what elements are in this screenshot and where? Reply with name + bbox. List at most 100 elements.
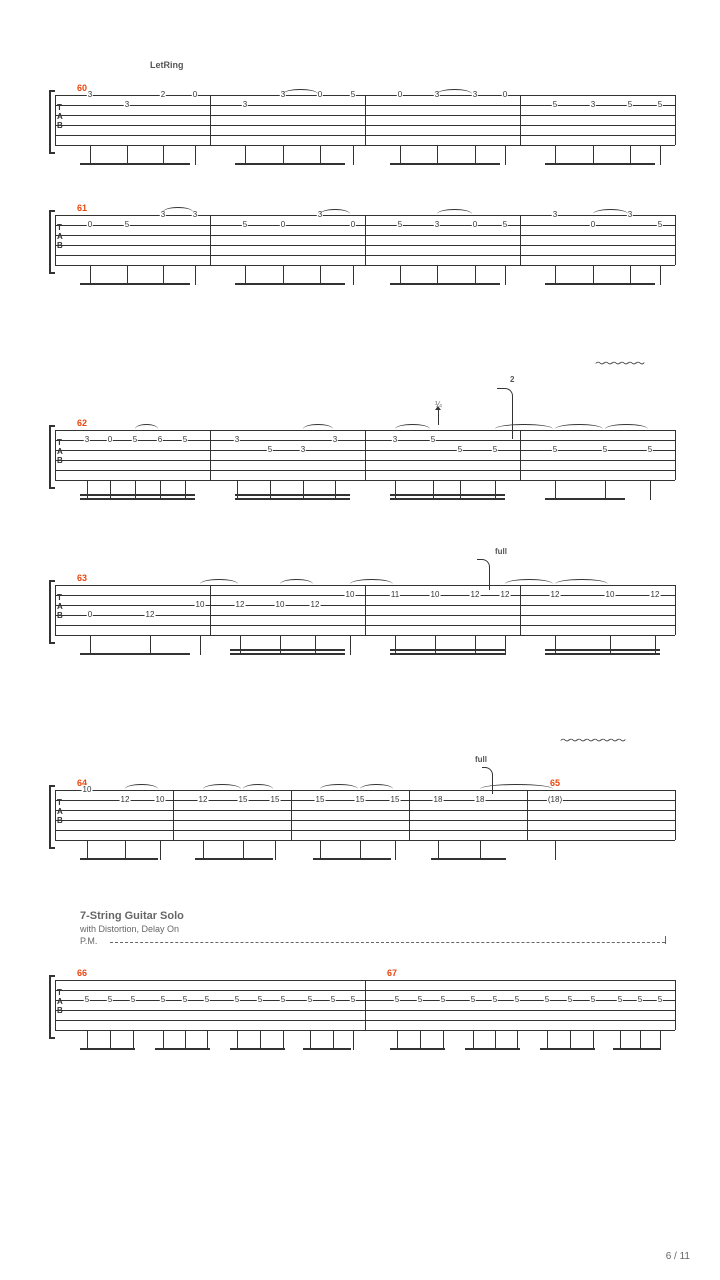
barline — [210, 430, 211, 480]
note-stem — [555, 480, 556, 500]
note-stem — [163, 265, 164, 285]
note-stem — [135, 480, 136, 500]
tie-slur — [203, 784, 241, 789]
fret-number: 3 — [300, 445, 306, 454]
fret-number: 5 — [590, 995, 596, 1004]
note-stem — [90, 265, 91, 285]
pm-end-icon — [665, 936, 666, 944]
note-stem — [495, 480, 496, 500]
note-stem — [353, 145, 354, 165]
fret-number: 5 — [130, 995, 136, 1004]
beam — [235, 498, 350, 500]
bend-curve-icon — [477, 559, 490, 590]
tie-slur — [320, 784, 358, 789]
note-stem — [610, 635, 611, 655]
fret-number: 5 — [492, 995, 498, 1004]
fret-number: 5 — [457, 445, 463, 454]
barline — [365, 215, 366, 265]
note-stem — [237, 1030, 238, 1050]
bar-number: 65 — [550, 778, 560, 788]
barline — [520, 95, 521, 145]
fret-number: 3 — [392, 435, 398, 444]
note-stem — [495, 1030, 496, 1050]
fret-number: 10 — [195, 600, 206, 609]
fret-number: 5 — [242, 220, 248, 229]
fret-number: 5 — [552, 445, 558, 454]
fret-number: 12 — [235, 600, 246, 609]
note-stem — [87, 480, 88, 500]
fret-number: 10 — [345, 590, 356, 599]
tie-slur — [303, 424, 333, 429]
note-stem — [283, 145, 284, 165]
note-stem — [473, 1030, 474, 1050]
note-stem — [555, 145, 556, 165]
note-stem — [438, 840, 439, 860]
note-stem — [320, 840, 321, 860]
fret-number: 12 — [500, 590, 511, 599]
fret-number: 0 — [350, 220, 356, 229]
fret-number: 5 — [204, 995, 210, 1004]
note-stem — [127, 145, 128, 165]
tie-slur — [125, 784, 158, 789]
beam — [80, 653, 190, 655]
note-stem — [655, 635, 656, 655]
beam — [545, 653, 660, 655]
fret-number: 5 — [107, 995, 113, 1004]
fret-number: 2 — [160, 90, 166, 99]
note-stem — [87, 1030, 88, 1050]
fret-number: 5 — [132, 435, 138, 444]
note-stem — [160, 480, 161, 500]
note-stem — [443, 1030, 444, 1050]
note-stem — [395, 635, 396, 655]
note-stem — [630, 265, 631, 285]
fret-number: 3 — [627, 210, 633, 219]
bend-two: 2 — [510, 375, 514, 384]
tab-page: LetRing TAB 60 TAB 61 TAB 62 ¼ 2 ～～～～～～ — [0, 0, 720, 1280]
beam — [545, 163, 655, 165]
fret-number: 5 — [257, 995, 263, 1004]
bar-number: 63 — [77, 573, 87, 583]
note-stem — [303, 480, 304, 500]
barline — [55, 585, 56, 635]
beam — [80, 858, 158, 860]
note-stem — [395, 840, 396, 860]
fret-number: 5 — [160, 995, 166, 1004]
fret-number: 3 — [124, 100, 130, 109]
fret-number: 5 — [350, 90, 356, 99]
bend-curve-icon — [497, 388, 513, 439]
fret-number: 12 — [120, 795, 131, 804]
barline — [55, 980, 56, 1030]
note-stem — [353, 1030, 354, 1050]
fret-number: 5 — [470, 995, 476, 1004]
tie-slur — [593, 209, 628, 214]
note-stem — [660, 265, 661, 285]
beam — [390, 498, 505, 500]
fret-number: 5 — [430, 435, 436, 444]
note-stem — [333, 1030, 334, 1050]
note-stem — [360, 840, 361, 860]
beam — [155, 1048, 210, 1050]
fret-number: 15 — [355, 795, 366, 804]
fret-number: 5 — [124, 220, 130, 229]
fret-number: 5 — [657, 100, 663, 109]
barline — [365, 585, 366, 635]
beam — [303, 1048, 351, 1050]
note-stem — [350, 635, 351, 655]
note-stem — [270, 480, 271, 500]
fret-number: 18 — [475, 795, 486, 804]
beam — [540, 1048, 595, 1050]
note-stem — [555, 635, 556, 655]
note-stem — [283, 1030, 284, 1050]
bend-full: full — [495, 547, 507, 556]
fret-number: 5 — [637, 995, 643, 1004]
fret-number: 12 — [470, 590, 481, 599]
note-stem — [125, 840, 126, 860]
tie-slur — [480, 784, 553, 789]
fret-number: 3 — [434, 220, 440, 229]
note-stem — [335, 480, 336, 500]
beam — [390, 1048, 445, 1050]
note-stem — [475, 145, 476, 165]
fret-number: 5 — [552, 100, 558, 109]
beam — [390, 649, 505, 651]
tie-slur — [505, 579, 553, 584]
